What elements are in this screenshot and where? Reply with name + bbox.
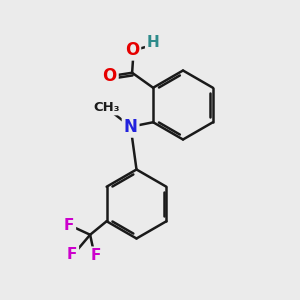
Text: N: N <box>124 118 138 136</box>
Text: F: F <box>64 218 74 233</box>
Text: H: H <box>147 35 160 50</box>
Text: O: O <box>125 41 139 59</box>
Text: O: O <box>103 67 117 85</box>
Text: F: F <box>67 247 77 262</box>
Text: CH₃: CH₃ <box>93 101 120 114</box>
Text: F: F <box>91 248 101 263</box>
